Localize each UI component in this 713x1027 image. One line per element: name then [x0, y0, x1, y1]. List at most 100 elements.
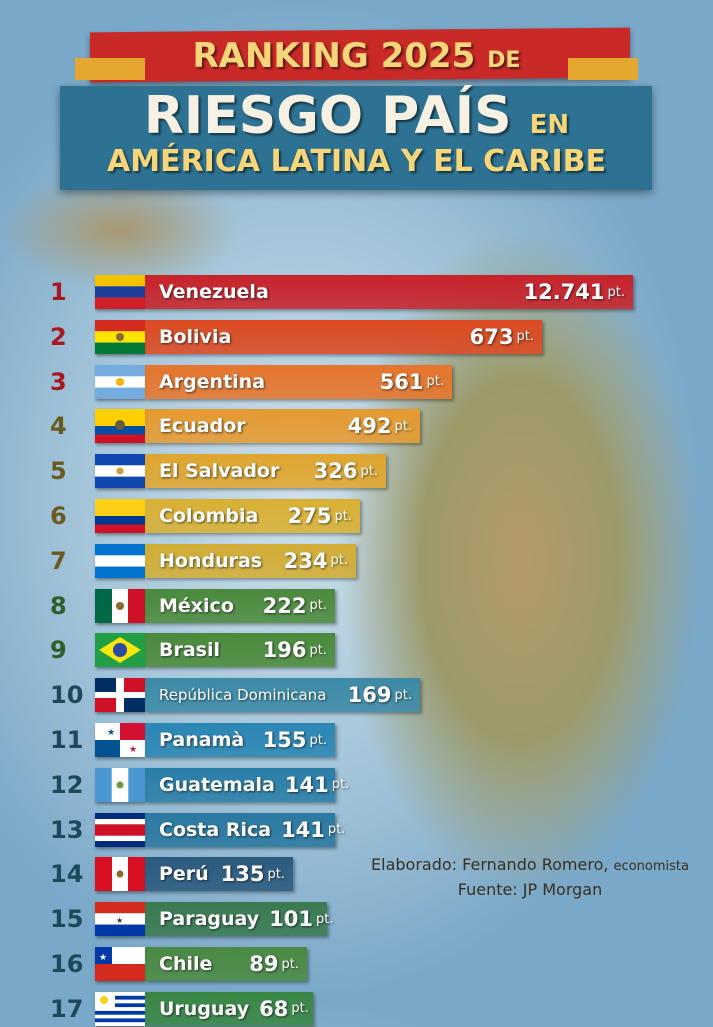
rank-label: 11	[50, 726, 84, 754]
rank-label: 5	[50, 457, 67, 486]
rank-label: 17	[50, 994, 84, 1023]
chart-row: 5 El Salvador 326 pt.	[50, 453, 386, 489]
country-label: Panamà	[159, 729, 245, 751]
credit-author: Elaborado: Fernando Romero, economista	[371, 855, 689, 874]
value-label: 155	[262, 728, 307, 752]
rank-label: 14	[50, 860, 84, 889]
value-label: 673	[469, 324, 514, 349]
country-label: Ecuador	[159, 415, 246, 438]
flag-icon	[95, 319, 145, 354]
chart-row: 11 ★ ★ Panamà 155 pt.	[50, 722, 335, 758]
rank-label: 2	[50, 322, 67, 351]
svg-text:★: ★	[107, 728, 115, 738]
bar: Brasil 196 pt.	[145, 633, 335, 668]
svg-text:★: ★	[129, 745, 137, 755]
value-label: 101	[269, 907, 314, 932]
bar: Panamà 155 pt.	[145, 723, 335, 757]
flag-icon: ★	[95, 947, 145, 981]
value-label: 141	[284, 772, 329, 797]
value-label: 68	[259, 996, 289, 1021]
ribbon-left	[75, 58, 145, 80]
country-label: Colombia	[159, 505, 259, 527]
country-label: Guatemala	[159, 773, 275, 796]
rank-label: 15	[50, 905, 84, 934]
bar: Uruguay 68 pt.	[145, 991, 313, 1026]
bar: Argentina 561 pt.	[145, 364, 452, 399]
unit-label: pt.	[607, 284, 625, 300]
bar: Colombia 275 pt.	[145, 499, 360, 533]
chart-row: 3 Argentina 561 pt.	[50, 364, 452, 400]
unit-label: pt.	[309, 732, 327, 748]
chart-row: 16 ★ Chile 89 pt.	[50, 946, 307, 982]
chart-row: 1 Venezuela 12.741 pt.	[50, 274, 633, 310]
bar: Ecuador 492 pt.	[145, 409, 420, 444]
country-label: Costa Rica	[159, 818, 272, 841]
bar: Perú 135 pt.	[145, 857, 293, 892]
flag-icon	[95, 543, 145, 578]
value-label: 561	[379, 369, 424, 394]
value-label: 141	[281, 817, 325, 842]
flag-icon	[95, 991, 145, 1026]
flag-icon	[95, 275, 145, 309]
rank-label: 10	[50, 681, 84, 710]
rank-label: 1	[50, 278, 67, 306]
svg-text:★: ★	[99, 953, 107, 963]
unit-label: pt.	[316, 911, 334, 927]
rank-label: 4	[50, 412, 67, 441]
unit-label: pt.	[309, 598, 327, 614]
unit-label: pt.	[330, 553, 348, 569]
country-label: Argentina	[159, 370, 266, 393]
unit-label: pt.	[267, 866, 285, 882]
chart-row: 7 Honduras 234 pt.	[50, 543, 356, 579]
credit-source: Fuente: JP Morgan	[457, 880, 603, 899]
title-banner-blue	[60, 86, 652, 190]
value-label: 196	[262, 638, 307, 663]
chart-row: 2 Bolivia 673 pt.	[50, 319, 542, 355]
flag-icon	[95, 678, 145, 713]
flag-icon	[95, 857, 145, 892]
unit-label: pt.	[281, 956, 299, 972]
chart-row: 9 Brasil 196 pt.	[50, 632, 335, 668]
flag-icon	[95, 364, 145, 399]
bar: Honduras 234 pt.	[145, 543, 356, 578]
rank-label: 13	[50, 815, 84, 844]
country-label: Venezuela	[159, 281, 269, 303]
title-line-1: RANKING 2025 DE	[192, 36, 521, 76]
flag-icon: ★★	[95, 723, 145, 757]
svg-text:★: ★	[116, 916, 123, 925]
title-line-3: AMÉRICA LATINA Y EL CARIBE	[107, 144, 606, 179]
country-label: Bolivia	[159, 325, 232, 348]
unit-label: pt.	[309, 642, 327, 658]
value-label: 492	[347, 414, 392, 439]
unit-label: pt.	[327, 822, 346, 838]
unit-label: pt.	[516, 329, 534, 345]
flag-icon	[95, 633, 145, 668]
bar: Costa Rica 141 pt.	[145, 812, 345, 847]
chart-row: 4 Ecuador 492 pt.	[50, 408, 420, 444]
flag-icon	[95, 409, 145, 444]
bar: Chile 89 pt.	[145, 947, 307, 981]
value-label: 326	[313, 459, 358, 484]
country-label: Uruguay	[159, 997, 250, 1020]
value-label: 89	[249, 952, 279, 976]
unit-label: pt.	[331, 777, 350, 793]
rank-label: 3	[50, 367, 67, 396]
unit-label: pt.	[291, 1001, 309, 1017]
bar: México 222 pt.	[145, 588, 335, 623]
unit-label: pt.	[394, 687, 412, 703]
rank-label: 6	[50, 502, 67, 530]
flag-icon	[95, 767, 145, 802]
value-label: 169	[347, 683, 392, 708]
rank-label: 7	[50, 546, 67, 575]
unit-label: pt.	[426, 374, 444, 390]
rank-label: 9	[50, 636, 67, 665]
country-label: República Dominicana	[159, 686, 327, 705]
value-label: 12.741	[523, 280, 605, 304]
rank-label: 8	[50, 591, 67, 620]
flag-icon	[95, 454, 145, 489]
chart-row: 17 Uruguay 68 pt.	[50, 991, 313, 1027]
bar: Venezuela 12.741 pt.	[145, 275, 633, 309]
flag-icon	[95, 499, 145, 533]
bar: Paraguay 101 pt.	[145, 902, 334, 937]
flag-icon	[95, 588, 145, 623]
